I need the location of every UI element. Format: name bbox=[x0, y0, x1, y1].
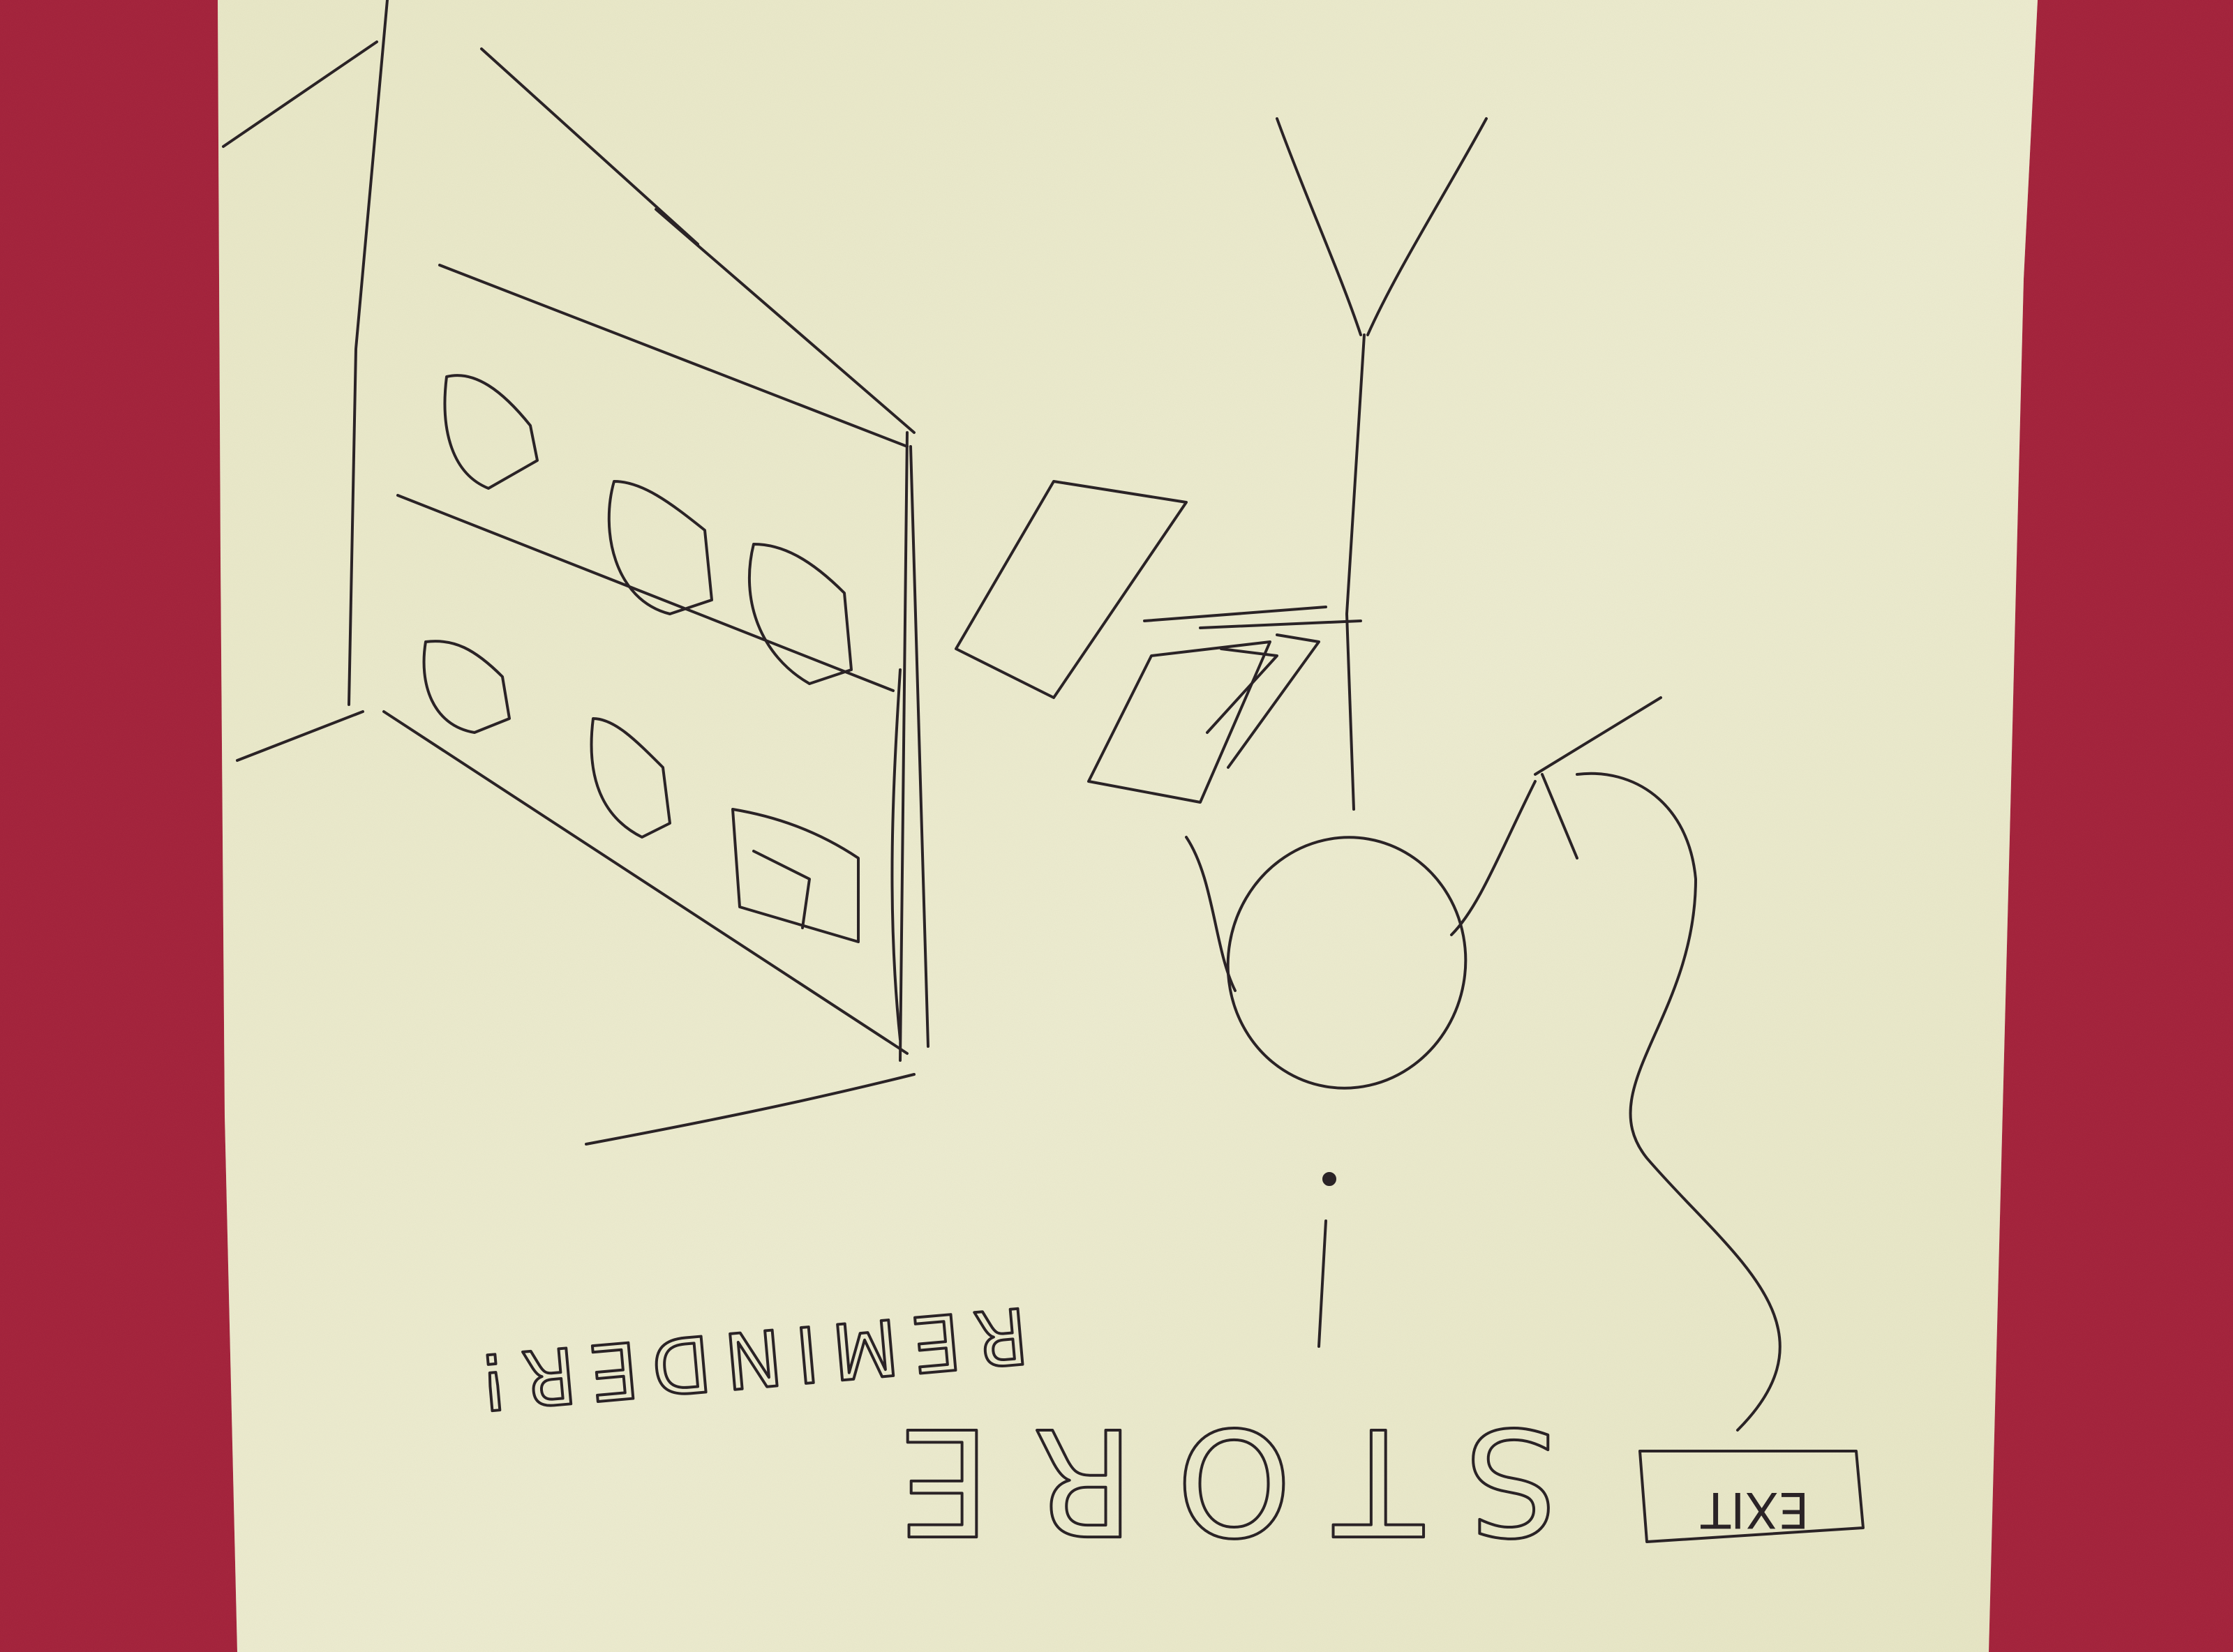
exit-sign-text: EXIT bbox=[1701, 1481, 1809, 1538]
ink-sketch: EXIT STORE REMINDER! bbox=[222, 0, 1865, 1568]
sticky-note bbox=[218, 0, 2038, 1652]
store-title-text: STORE bbox=[856, 1395, 1558, 1566]
exclamation-mark-drawing bbox=[1317, 1172, 1336, 1348]
stick-figure-drawing bbox=[955, 117, 1537, 1090]
arrow-drawing bbox=[1534, 696, 1782, 1432]
store-shelf-drawing bbox=[222, 0, 929, 1146]
